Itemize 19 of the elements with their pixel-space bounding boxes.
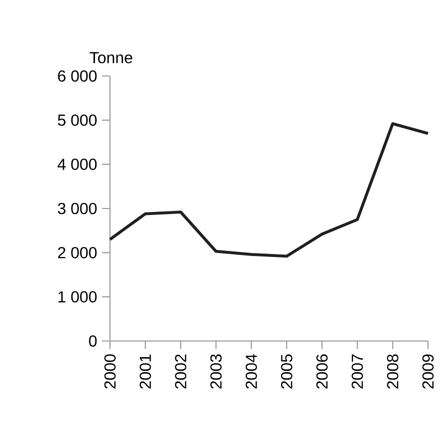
y-tick-label: 1 000: [58, 291, 97, 302]
x-tick-label: 2003: [210, 354, 222, 389]
x-tick-label: 2001: [140, 354, 151, 389]
x-tick-label: 2004: [246, 354, 257, 389]
x-tick-label: 2000: [104, 354, 116, 389]
y-tick-label: 2 000: [58, 247, 97, 258]
line-series: [108, 122, 430, 258]
x-tick-label: 2008: [387, 354, 398, 389]
y-tick-label: 3 000: [58, 202, 97, 214]
y-axis-title: Tonne: [90, 52, 132, 64]
x-tick-label: 2009: [422, 354, 434, 389]
y-tick-label: 6 000: [58, 70, 97, 82]
y-tick-label: 5 000: [58, 114, 97, 126]
x-tick-label: 2005: [281, 354, 292, 389]
x-tick-label: 2007: [352, 354, 363, 389]
y-tick-label: 4 000: [58, 158, 97, 170]
y-tick-label: 0: [89, 335, 97, 347]
x-tick-label: 2006: [316, 354, 328, 389]
x-tick-label: 2002: [175, 354, 186, 389]
